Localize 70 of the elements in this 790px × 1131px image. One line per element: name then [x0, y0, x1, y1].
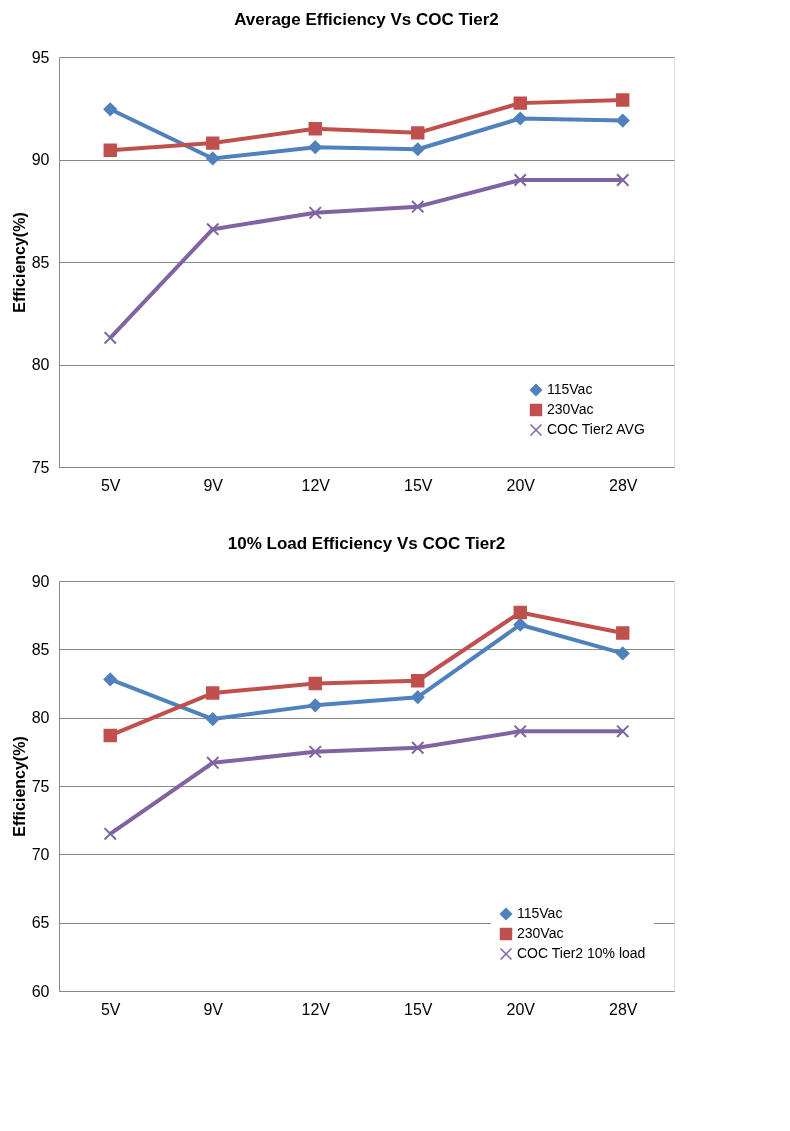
point — [206, 151, 220, 166]
legend-label: 230Vac — [547, 401, 594, 417]
point — [103, 672, 117, 687]
point — [308, 140, 322, 154]
point — [308, 745, 322, 759]
x-tick-label: 15V — [404, 476, 433, 494]
legend-label: 230Vac — [517, 925, 564, 941]
point — [206, 222, 220, 236]
x-tick-label: 15V — [404, 1000, 433, 1018]
y-tick-label: 90 — [31, 572, 50, 590]
y-tick-label: 75 — [31, 458, 50, 476]
x-tick-label: 5V — [100, 476, 121, 494]
point — [308, 122, 322, 136]
x-tick-label: 20V — [506, 1000, 536, 1018]
point — [616, 93, 630, 107]
point — [103, 728, 117, 743]
x-tick-label: 9V — [203, 1000, 224, 1018]
x-tick-label: 28V — [609, 1000, 638, 1018]
y-tick-label: 80 — [31, 709, 50, 727]
point — [616, 626, 630, 640]
y-tick-label: 85 — [31, 640, 50, 658]
point — [103, 331, 117, 345]
point — [616, 173, 630, 187]
point — [206, 712, 220, 726]
x-tick-label: 5V — [100, 1000, 121, 1018]
point — [616, 113, 630, 128]
point — [513, 724, 527, 739]
x-tick-label: 20V — [506, 476, 536, 494]
point — [103, 143, 117, 157]
point — [513, 605, 527, 620]
point — [411, 142, 425, 156]
point — [308, 206, 322, 220]
y-axis-title: Efficiency(%) — [10, 736, 28, 837]
point — [411, 674, 425, 688]
y-tick-label: 60 — [31, 982, 50, 1000]
point — [206, 756, 220, 770]
point — [616, 646, 630, 661]
y-tick-label: 95 — [31, 48, 50, 66]
legend-label: 115Vac — [517, 905, 563, 921]
point — [411, 690, 425, 704]
y-tick-label: 75 — [31, 777, 50, 795]
point — [411, 126, 425, 140]
legend-label: COC Tier2 AVG — [547, 421, 645, 437]
point — [616, 724, 630, 739]
chart-title: 10% Load Efficiency Vs COC Tier2 — [227, 534, 506, 553]
y-tick-label: 90 — [31, 151, 50, 168]
y-tick-label: 80 — [31, 356, 50, 373]
point — [206, 136, 220, 150]
y-tick-label: 65 — [31, 914, 50, 932]
point — [206, 686, 220, 700]
point — [411, 741, 425, 755]
legend-label: COC Tier2 10% load — [517, 945, 646, 961]
point — [103, 827, 117, 841]
point — [513, 111, 527, 126]
point — [513, 618, 527, 632]
point — [513, 173, 527, 187]
x-tick-label: 9V — [203, 476, 224, 494]
point — [308, 698, 322, 713]
point — [411, 199, 425, 214]
x-tick-label: 28V — [609, 476, 638, 494]
point — [513, 96, 527, 110]
chart-title: Average Efficiency Vs COC Tier2 — [234, 10, 499, 29]
y-tick-label: 85 — [31, 253, 50, 271]
x-tick-label: 12V — [301, 476, 331, 494]
y-axis-title: Efficiency(%) — [10, 212, 28, 313]
legend-label: 115Vac — [547, 381, 593, 397]
point — [308, 676, 322, 691]
x-tick-label: 12V — [301, 1000, 331, 1018]
point — [103, 102, 117, 116]
y-tick-label: 70 — [31, 845, 50, 863]
